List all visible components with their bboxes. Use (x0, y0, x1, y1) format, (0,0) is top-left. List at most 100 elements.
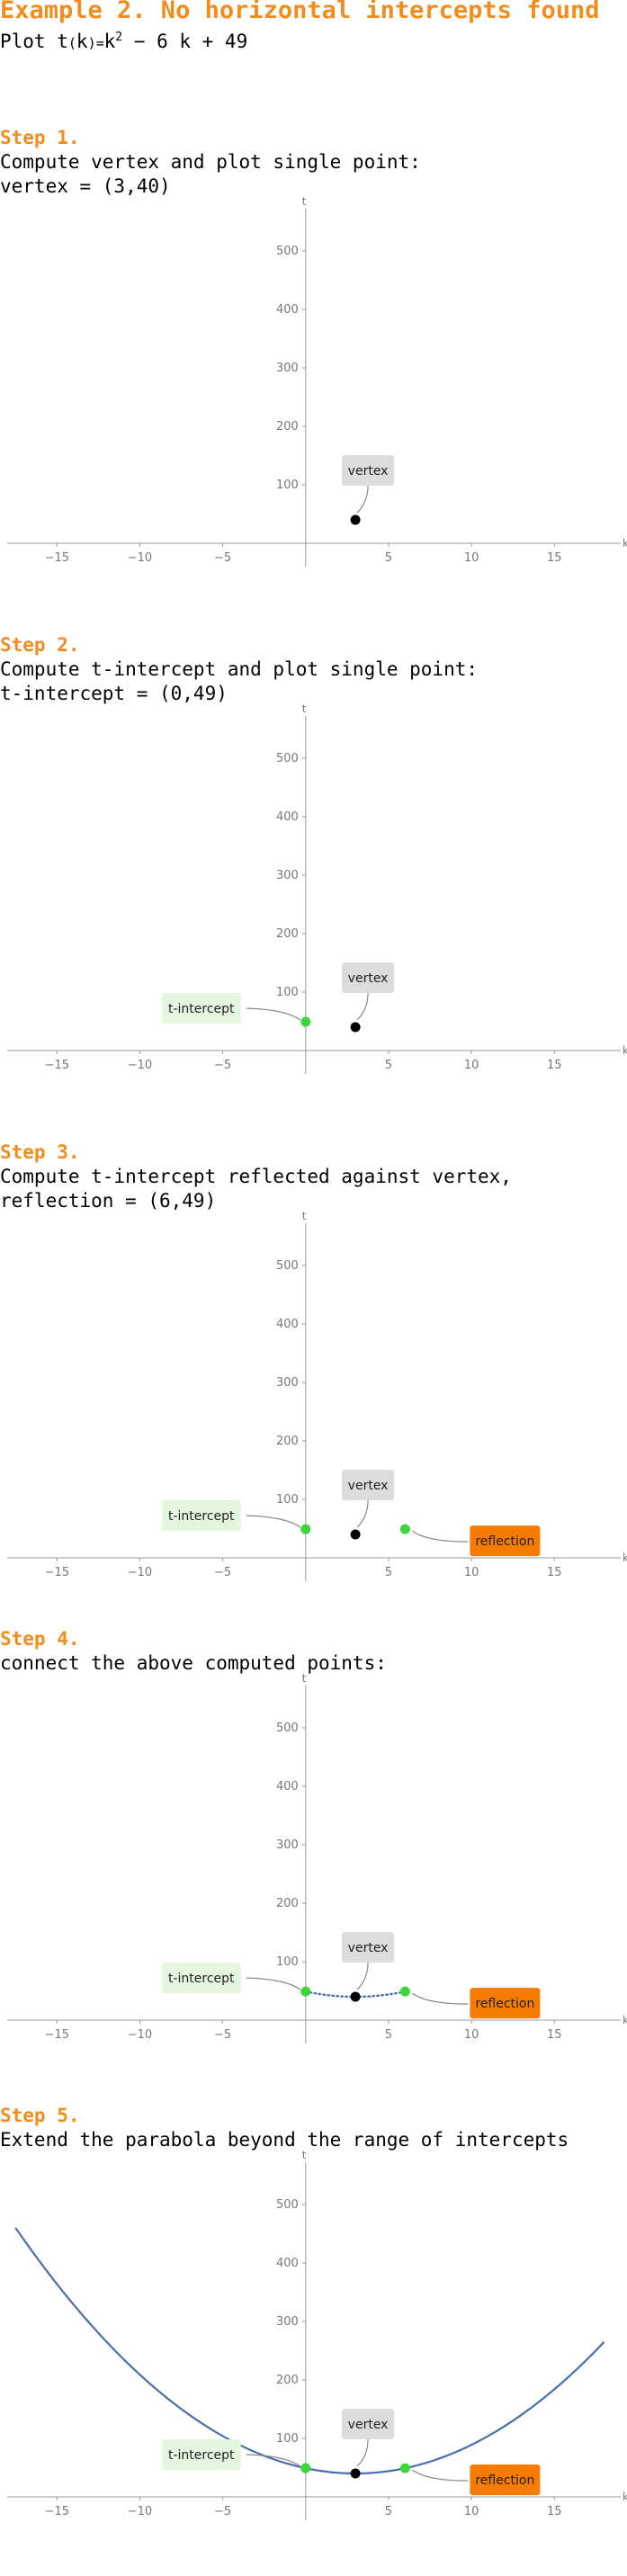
vertex-point (350, 1991, 361, 2002)
step-text: connect the above computed points: (0, 1652, 387, 1674)
step-3: Step 3. Compute t-intercept reflected aga… (0, 1140, 627, 1581)
x-tick-label: 10 (464, 551, 479, 565)
x-tick-label: −10 (128, 2028, 152, 2042)
x-axis-label: k (623, 1044, 627, 1057)
function-rest: − 6 k + 49 (133, 31, 248, 52)
vertex-point (350, 1529, 361, 1540)
step-2: Step 2. Compute t-intercept and plot sing… (0, 633, 627, 1074)
function-var-2: k (103, 31, 116, 52)
y-tick-label: 200 (276, 1897, 299, 1910)
vertex-leader (356, 992, 369, 1021)
step-text: Extend the parabola beyond the range of … (0, 2129, 569, 2151)
x-tick-label: −15 (45, 2028, 69, 2042)
x-axis-label: k (623, 537, 627, 550)
y-tick-label: 400 (276, 1780, 299, 1793)
x-tick-label: −5 (214, 2028, 231, 2042)
vertex-leader (356, 1962, 369, 1990)
y-tick-label: 100 (276, 2432, 299, 2446)
step-heading: Step 4. (0, 1628, 80, 1650)
y-tick-label: 300 (276, 1838, 299, 1852)
vertex-leader (356, 2438, 369, 2467)
step-text: Compute t-intercept reflected against ve… (0, 1166, 512, 1187)
x-tick-label: −10 (128, 2505, 152, 2518)
reflection-point (399, 1524, 410, 1534)
chart-1: k t −15 −10 −5 5 10 15 100 200 300 400 500 vertex (7, 195, 627, 567)
chart-3: k t −15 −10 −5 5 10 15 100 200 300 400 500 t-intercep… (7, 1210, 627, 1581)
vertex-label-box (342, 962, 395, 993)
step-text: vertex = (3,40) (0, 175, 171, 197)
x-tick-label: −15 (45, 1059, 69, 1072)
x-tick-label: −15 (45, 551, 69, 565)
y-tick-label: 400 (276, 1318, 299, 1331)
vertex-point (350, 1022, 361, 1033)
intercept-label-box (161, 1963, 241, 1994)
x-axis-label: k (623, 2014, 627, 2026)
x-tick-label: 15 (547, 2028, 562, 2042)
vertex-label-box (342, 1470, 395, 1500)
y-tick-label: 100 (276, 479, 299, 492)
step-heading: Step 1. (0, 127, 80, 148)
step-1: Step 1. Compute vertex and plot single po… (0, 126, 627, 567)
vertex-label: vertex (348, 1941, 389, 1955)
x-tick-label: 5 (385, 1059, 392, 1072)
chart-5: k t −15 −10 −5 5 10 15 100 200 300 400 500 t-intercep… (7, 2149, 627, 2520)
x-tick-label: 15 (547, 551, 562, 565)
reflection-label-box (470, 1525, 541, 1557)
step-heading: Step 5. (0, 2105, 80, 2126)
y-axis-label: t (302, 195, 307, 208)
parabola-curve (14, 2227, 605, 2475)
y-axis-label: t (302, 702, 307, 715)
x-axis-label: k (623, 2491, 627, 2503)
x-tick-label: −10 (128, 1566, 152, 1579)
x-tick-label: 10 (464, 1059, 479, 1072)
vertex-label-box (342, 2409, 395, 2439)
y-axis-label: t (302, 1672, 307, 1685)
vertex-point (350, 2468, 361, 2479)
vertex-label-box (342, 1932, 395, 1963)
step-text: t-intercept = (0,49) (0, 683, 228, 704)
y-tick-label: 200 (276, 2374, 299, 2387)
y-tick-label: 500 (276, 2198, 299, 2212)
step-text: Compute t-intercept and plot single poin… (0, 658, 479, 680)
y-tick-label: 400 (276, 810, 299, 824)
y-tick-label: 200 (276, 927, 299, 941)
reflection-point (399, 2463, 410, 2473)
step-heading: Step 3. (0, 1141, 80, 1163)
reflection-leader (412, 1530, 469, 1543)
reflection-label: reflection (475, 1534, 534, 1549)
step-4: Step 4. connect the above computed points… (0, 1627, 627, 2044)
vertex-leader (356, 1499, 369, 1528)
vertex-point (350, 514, 361, 525)
y-axis-label: t (302, 1210, 307, 1222)
page-title: Example 2. No horizontal intercepts foun… (0, 0, 600, 24)
intercept-label: t-intercept (168, 2448, 235, 2463)
y-tick-label: 200 (276, 420, 299, 434)
x-tick-label: 15 (547, 1566, 562, 1579)
y-tick-label: 200 (276, 1435, 299, 1448)
intercept-point (300, 1524, 311, 1534)
x-tick-label: 10 (464, 2505, 479, 2518)
step-text: Compute vertex and plot single point: (0, 151, 421, 173)
step-text: reflection = (6,49) (0, 1190, 217, 1212)
x-tick-label: 10 (464, 2028, 479, 2042)
x-tick-label: −5 (214, 1566, 231, 1579)
step-5: Step 5. Extend the parabola beyond the ra… (0, 2104, 627, 2520)
intercept-leader (246, 1977, 301, 1990)
intercept-label: t-intercept (168, 1972, 235, 1986)
y-tick-label: 400 (276, 303, 299, 317)
y-tick-label: 300 (276, 869, 299, 882)
intercept-leader (246, 1007, 301, 1021)
intercept-label: t-intercept (168, 1509, 235, 1524)
plot-prefix: Plot (0, 31, 46, 52)
reflection-leader (412, 1992, 469, 2005)
x-tick-label: 5 (385, 2028, 392, 2042)
vertex-leader (356, 485, 369, 514)
intercept-point (300, 1016, 311, 1027)
exponent: 2 (115, 31, 123, 44)
x-tick-label: −10 (128, 551, 152, 565)
function-name: t (57, 31, 68, 52)
y-tick-label: 100 (276, 1955, 299, 1969)
vertex-label: vertex (348, 464, 389, 479)
x-tick-label: 5 (385, 2505, 392, 2518)
x-tick-label: −5 (214, 2505, 231, 2518)
